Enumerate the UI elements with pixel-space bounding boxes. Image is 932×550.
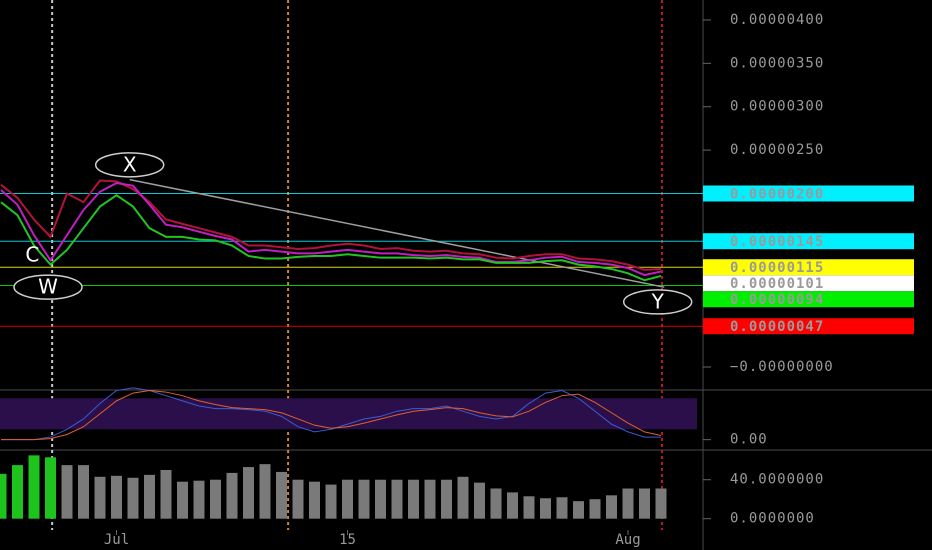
series-line	[0, 179, 662, 271]
volume-bar	[243, 467, 254, 519]
trend-line	[129, 178, 665, 288]
y-tick-label: −0.00000000	[730, 359, 834, 375]
y-tick-label: 0.00000400	[730, 12, 824, 28]
volume-bar	[292, 479, 304, 519]
volume-bar	[78, 465, 89, 519]
volume-bar	[276, 471, 287, 519]
x-tick-label: Jul	[104, 532, 129, 548]
volume-bar	[325, 484, 337, 519]
volume-bar	[94, 476, 106, 519]
wave-label: W	[38, 275, 58, 299]
x-tick-label: 15	[339, 532, 356, 548]
volume-bar	[639, 488, 650, 519]
volume-bar	[655, 488, 667, 519]
series-line	[0, 194, 662, 282]
volume-bar	[457, 476, 469, 519]
level-label: 0.00000115	[730, 260, 824, 276]
volume-bar	[28, 455, 40, 519]
level-label-box	[703, 185, 914, 202]
volume-bar	[259, 464, 271, 519]
level-label: 0.00000145	[730, 234, 824, 250]
level-label: 0.00000101	[730, 276, 824, 292]
volume-bar	[507, 492, 518, 519]
level-label: 0.00000200	[730, 186, 824, 202]
volume-bar	[61, 465, 73, 519]
volume-bar	[342, 479, 353, 519]
volume-bar	[408, 479, 419, 519]
wave-label: Y	[651, 289, 665, 313]
volume-bar	[391, 479, 403, 519]
wave-circle	[622, 289, 693, 315]
volume-bar	[45, 457, 56, 519]
wave-circle	[13, 274, 83, 300]
volume-bar	[160, 469, 172, 519]
volume-bar	[606, 495, 617, 519]
y-tick-label: 40.0000000	[730, 472, 824, 488]
volume-bar	[424, 479, 436, 519]
stoch-band	[0, 398, 697, 430]
y-tick-label: 0.00000250	[730, 142, 824, 158]
volume-bar	[490, 488, 502, 519]
volume-bar	[523, 496, 535, 519]
level-label-box	[703, 291, 914, 308]
y-tick-label: 0.00000350	[730, 55, 824, 71]
series-line	[1, 387, 661, 441]
volume-bar	[589, 499, 601, 519]
wave-label: X	[123, 152, 137, 176]
level-label-box	[703, 275, 914, 292]
y-tick-label: 0.0000000	[730, 511, 815, 527]
volume-bar	[0, 473, 7, 519]
volume-bar	[144, 474, 155, 519]
volume-bar	[573, 501, 584, 519]
wave-label: C	[25, 243, 39, 267]
volume-bar	[193, 480, 205, 519]
x-tick-label: Aug	[615, 532, 640, 548]
level-label-box	[703, 318, 914, 335]
volume-bar	[375, 479, 386, 519]
volume-bar	[622, 488, 634, 519]
volume-bar	[540, 498, 551, 519]
volume-bar	[309, 481, 320, 519]
level-label-box	[703, 259, 914, 276]
level-label-box	[703, 233, 914, 250]
y-tick-label: 0.00	[730, 432, 768, 448]
volume-bar	[441, 479, 452, 519]
volume-bar	[474, 482, 485, 519]
volume-bar	[111, 475, 122, 519]
series-line	[0, 182, 662, 277]
volume-bar	[127, 477, 139, 519]
volume-bar	[12, 465, 23, 519]
level-label: 0.00000094	[730, 292, 824, 308]
y-tick-label: 0.00000300	[730, 99, 824, 115]
level-label: 0.00000047	[730, 319, 824, 335]
wave-circle	[94, 152, 165, 178]
volume-bar	[177, 481, 188, 519]
series-line	[1, 390, 662, 441]
volume-bar	[226, 472, 238, 519]
volume-bar	[210, 479, 221, 519]
volume-bar	[358, 479, 370, 519]
volume-bar	[556, 497, 568, 519]
